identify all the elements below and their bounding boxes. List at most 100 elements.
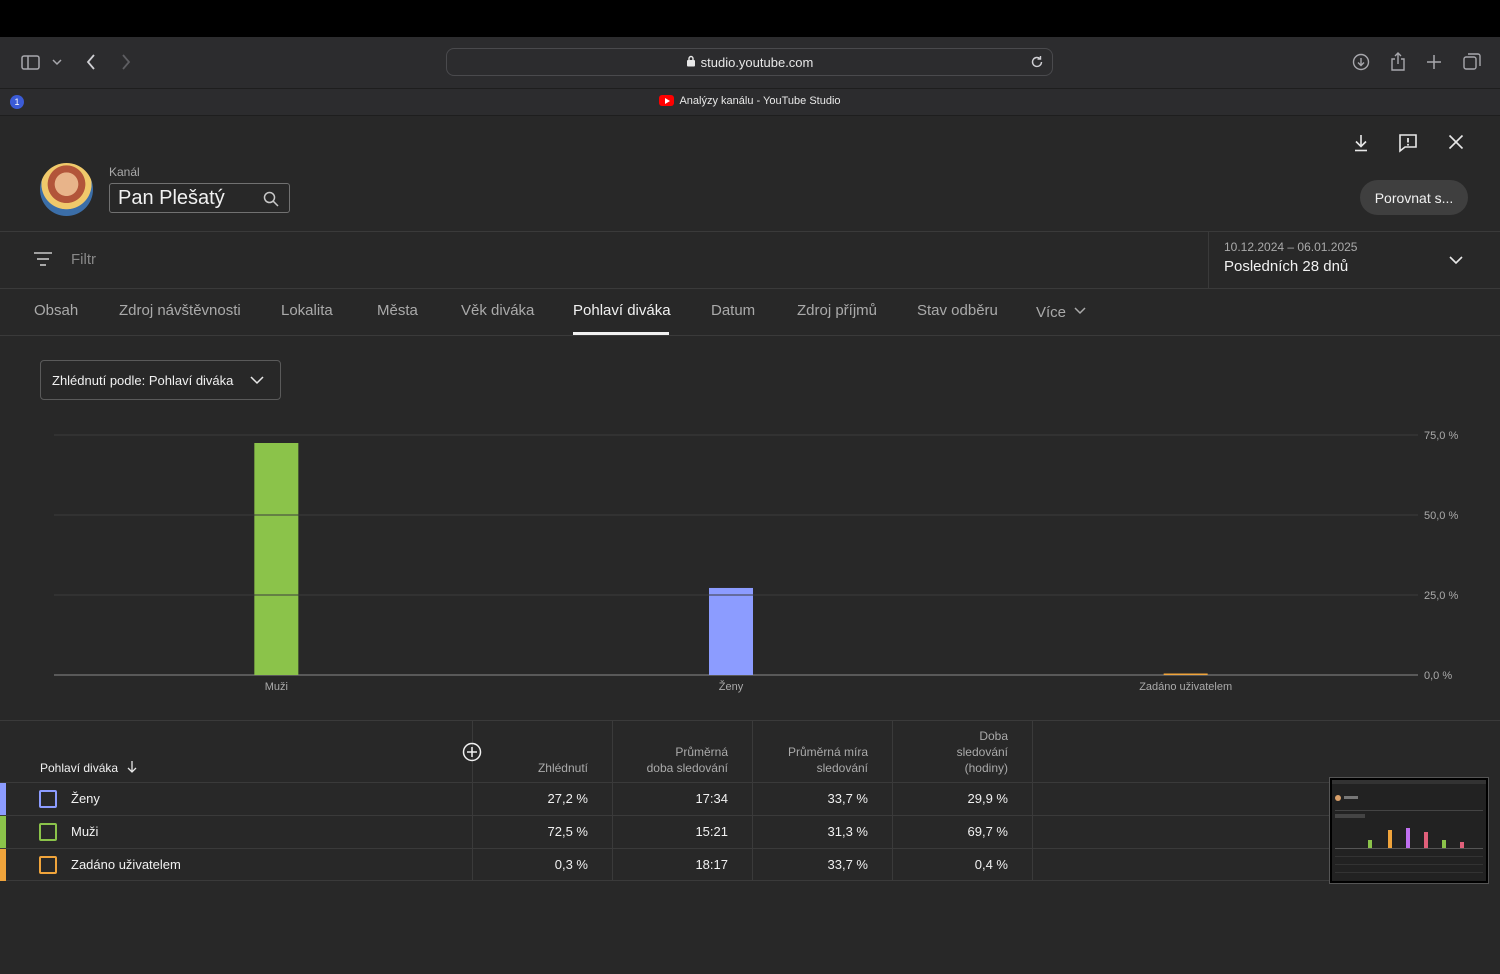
row-divider xyxy=(0,815,1330,816)
row-checkbox-user-specified[interactable] xyxy=(39,856,57,874)
tab-overview-icon[interactable] xyxy=(1462,52,1482,72)
back-icon[interactable] xyxy=(83,52,99,72)
cell-watch-time: 0,4 % xyxy=(974,857,1008,872)
bar xyxy=(709,587,753,675)
column-header-gender-label: Pohlaví diváka xyxy=(40,761,119,775)
date-range-selector[interactable] xyxy=(1208,232,1500,289)
download-icon[interactable] xyxy=(1351,52,1371,72)
tab-subscription-status[interactable]: Stav odběru xyxy=(917,302,998,319)
screen-top-bezel xyxy=(0,0,1500,37)
cell-avg-rate: 31,3 % xyxy=(827,824,868,839)
tab-revenue-source[interactable]: Zdroj příjmů xyxy=(797,302,878,319)
sidebar-icon[interactable] xyxy=(20,52,40,72)
column-header-line: sledování xyxy=(956,745,1008,759)
row-color-indicator xyxy=(0,816,6,848)
cell-avg-rate: 33,7 % xyxy=(827,857,868,872)
cell-avg-duration: 18:17 xyxy=(695,857,728,872)
tab-obsah[interactable]: Obsah xyxy=(34,302,79,319)
chevron-down-icon xyxy=(1074,302,1086,319)
column-header-views[interactable]: Zhlédnutí xyxy=(537,761,588,775)
column-header-line: sledování xyxy=(816,761,868,775)
address-bar[interactable]: studio.youtube.com xyxy=(446,48,1053,76)
cell-watch-time: 69,7 % xyxy=(967,824,1008,839)
cell-avg-duration: 15:21 xyxy=(695,824,728,839)
row-label: Zadáno uživatelem xyxy=(71,857,181,872)
row-color-indicator xyxy=(0,783,6,815)
x-tick-label: Ženy xyxy=(719,680,744,693)
channel-selector[interactable]: Pan Plešatý xyxy=(109,183,290,213)
cell-watch-time: 29,9 % xyxy=(967,791,1008,806)
row-checkbox-muzi[interactable] xyxy=(39,823,57,841)
column-header-avg-duration[interactable]: Průměrná doba sledování xyxy=(618,744,728,776)
row-color-indicator xyxy=(0,849,6,881)
feedback-icon[interactable] xyxy=(1397,132,1419,154)
browser-tab[interactable]: Analýzy kanálu - YouTube Studio xyxy=(0,95,1500,107)
gender-bar-chart: 0,0 % 25,0 % 50,0 % 75,0 % Muži Ženy Zadáno už… xyxy=(54,430,1458,693)
row-label: Muži xyxy=(71,824,99,839)
metric-dropdown[interactable]: Zhlédnutí podle: Pohlaví diváka xyxy=(40,360,281,400)
table-divider xyxy=(612,720,613,881)
channel-name: Pan Plešatý xyxy=(118,186,225,209)
column-header-watch-time[interactable]: Doba sledování (hodiny) xyxy=(898,728,1008,776)
channel-label: Kanál xyxy=(109,165,140,179)
y-tick-label: 25,0 % xyxy=(1424,590,1458,602)
filter-input[interactable]: Filtr xyxy=(71,251,96,268)
tab-more[interactable]: Více xyxy=(1036,302,1086,321)
y-tick-label: 50,0 % xyxy=(1424,510,1458,522)
column-header-line: Průměrná míra xyxy=(787,745,868,759)
column-header-line: Doba xyxy=(979,729,1008,743)
tab-viewer-age[interactable]: Věk diváka xyxy=(461,302,535,319)
search-icon[interactable] xyxy=(263,190,279,207)
y-tick-label: 75,0 % xyxy=(1424,430,1458,442)
bar xyxy=(254,443,299,675)
reload-icon[interactable] xyxy=(1030,55,1044,72)
tab-viewer-gender[interactable]: Pohlaví diváka xyxy=(573,302,671,319)
chevron-down-icon[interactable] xyxy=(1448,252,1464,268)
tab-geography[interactable]: Lokalita xyxy=(281,302,333,319)
cell-views: 72,5 % xyxy=(547,824,588,839)
cell-avg-rate: 33,7 % xyxy=(827,791,868,806)
row-divider xyxy=(0,880,1330,881)
gender-data-table xyxy=(0,720,1500,882)
tab-traffic-source[interactable]: Zdroj návštěvnosti xyxy=(119,302,241,319)
row-label: Ženy xyxy=(71,791,100,806)
compare-button[interactable]: Porovnat s... xyxy=(1360,180,1468,215)
y-tick-label: 0,0 % xyxy=(1424,670,1452,682)
password-manager-icon[interactable]: 1 xyxy=(10,95,24,109)
filter-icon[interactable] xyxy=(34,251,52,267)
cell-views: 0,3 % xyxy=(554,857,588,872)
sort-arrow-down-icon[interactable] xyxy=(127,761,137,776)
column-header-gender[interactable]: Pohlaví diváka xyxy=(40,760,137,777)
x-tick-label: Muži xyxy=(265,681,288,693)
analytics-header xyxy=(0,117,1500,232)
period-label: Posledních 28 dnů xyxy=(1224,258,1349,275)
browser-tab-bar xyxy=(0,88,1500,116)
add-column-icon[interactable] xyxy=(462,742,482,762)
tab-title: Analýzy kanálu - YouTube Studio xyxy=(679,95,841,107)
forward-icon[interactable] xyxy=(118,52,134,72)
column-header-avg-rate[interactable]: Průměrná míra sledování xyxy=(758,744,868,776)
chevron-down-icon xyxy=(250,373,264,387)
screen-thumbnail-preview[interactable] xyxy=(1330,778,1488,883)
dimension-tabs xyxy=(0,289,1500,336)
new-tab-icon[interactable] xyxy=(1425,52,1443,72)
download-report-icon[interactable] xyxy=(1350,132,1372,154)
tab-more-label: Více xyxy=(1036,304,1067,321)
cell-views: 27,2 % xyxy=(547,791,588,806)
tab-date[interactable]: Datum xyxy=(711,302,756,319)
youtube-favicon-icon xyxy=(659,95,675,106)
chevron-down-icon[interactable] xyxy=(51,55,63,69)
active-tab-indicator xyxy=(573,332,669,335)
close-icon[interactable] xyxy=(1445,131,1467,153)
metric-dropdown-label: Zhlédnutí podle: Pohlaví diváka xyxy=(52,372,234,388)
date-range-text: 10.12.2024 – 06.01.2025 xyxy=(1224,240,1358,254)
tab-cities[interactable]: Města xyxy=(377,302,418,319)
bar xyxy=(1163,673,1208,675)
column-header-line: doba sledování xyxy=(646,761,728,775)
url-text: studio.youtube.com xyxy=(700,54,814,70)
row-divider xyxy=(0,848,1330,849)
row-checkbox-zeny[interactable] xyxy=(39,790,57,808)
channel-avatar xyxy=(40,163,93,216)
table-divider xyxy=(752,720,753,881)
share-icon[interactable] xyxy=(1389,51,1407,73)
